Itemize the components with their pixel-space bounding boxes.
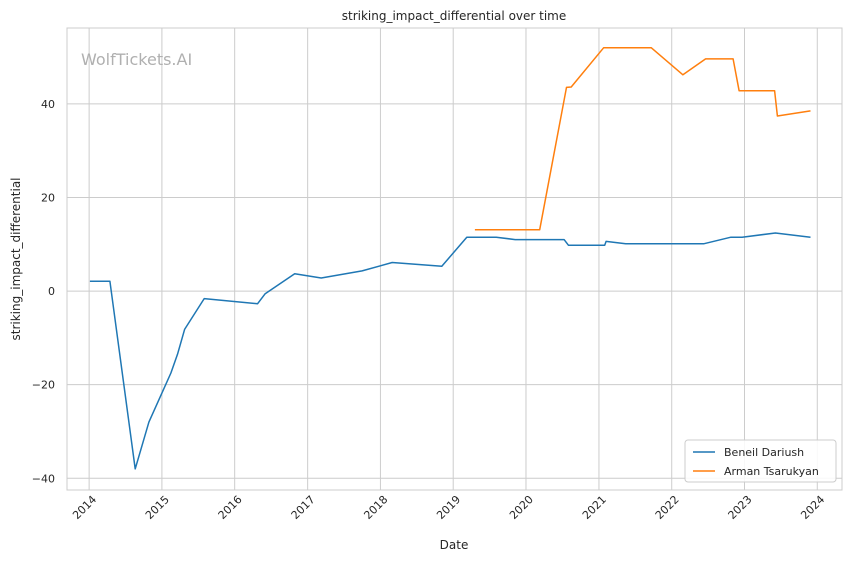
x-tick-label: 2015 — [143, 493, 172, 522]
y-tick-label: 20 — [41, 191, 55, 204]
x-tick-label: 2019 — [434, 493, 463, 522]
x-tick-label: 2017 — [289, 493, 318, 522]
x-tick-label: 2020 — [507, 493, 536, 522]
x-axis-ticks: 2014 2015 2016 2017 2018 2019 2020 2021 2022 2023… — [70, 493, 827, 522]
x-tick-label: 2021 — [580, 493, 609, 522]
plot-area — [66, 27, 843, 491]
y-tick-label: 0 — [48, 285, 55, 298]
x-tick-label: 2022 — [653, 493, 682, 522]
legend: Beneil Dariush Arman Tsarukyan — [684, 439, 837, 483]
y-tick-label: 40 — [41, 98, 55, 111]
x-tick-label: 2024 — [798, 493, 827, 522]
legend-label-arman-tsarukyan: Arman Tsarukyan — [724, 465, 819, 478]
y-tick-label: −40 — [32, 472, 55, 485]
x-tick-label: 2023 — [726, 493, 755, 522]
x-tick-label: 2014 — [70, 493, 99, 522]
series-lines — [89, 46, 811, 470]
chart-title: striking_impact_differential over time — [342, 9, 567, 23]
x-tick-label: 2016 — [216, 493, 245, 522]
x-tick-label: 2018 — [361, 493, 390, 522]
x-axis-label: Date — [440, 538, 469, 552]
y-axis-ticks: −40 −20 0 20 40 — [32, 98, 55, 485]
legend-label-beneil-dariush: Beneil Dariush — [724, 446, 804, 459]
series-line-beneil-dariush — [89, 232, 811, 470]
watermark: WolfTickets.AI — [81, 50, 192, 69]
grid-lines — [67, 28, 842, 490]
legend-box — [684, 439, 837, 483]
series-line-arman-tsarukyan — [474, 46, 811, 231]
y-tick-label: −20 — [32, 379, 55, 392]
y-axis-label: striking_impact_differential — [9, 177, 23, 340]
